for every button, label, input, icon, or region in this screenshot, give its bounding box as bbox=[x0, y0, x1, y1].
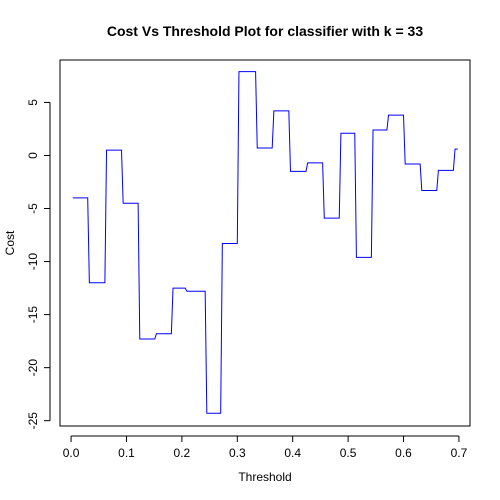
x-tick-label: 0.0 bbox=[63, 446, 80, 460]
x-tick-label: 0.2 bbox=[174, 446, 191, 460]
series-group bbox=[72, 71, 458, 414]
y-tick-label: -15 bbox=[26, 306, 40, 324]
y-tick-label: -10 bbox=[26, 253, 40, 271]
x-tick-label: 0.7 bbox=[451, 446, 468, 460]
y-tick-label: -25 bbox=[26, 412, 40, 430]
y-axis-label: Cost bbox=[3, 230, 17, 255]
x-tick-label: 0.1 bbox=[118, 446, 135, 460]
chart-title: Cost Vs Threshold Plot for classifier wi… bbox=[107, 23, 423, 39]
y-tick-label: 5 bbox=[26, 99, 40, 106]
y-axis: 5 0 -5 -10 -15 -20 -25 bbox=[26, 99, 51, 430]
x-tick-label: 0.6 bbox=[395, 446, 412, 460]
plot-frame bbox=[59, 59, 471, 427]
y-tick-label: -20 bbox=[26, 359, 40, 377]
x-tick-label: 0.5 bbox=[340, 446, 357, 460]
x-axis: 0.0 0.1 0.2 0.3 0.4 0.5 0.6 0.7 bbox=[63, 435, 468, 460]
y-tick-label: 0 bbox=[26, 152, 40, 159]
cost-series-line bbox=[72, 71, 458, 414]
x-axis-label: Threshold bbox=[238, 470, 291, 484]
y-tick-label: -5 bbox=[26, 203, 40, 214]
x-tick-label: 0.4 bbox=[284, 446, 301, 460]
x-tick-label: 0.3 bbox=[229, 446, 246, 460]
